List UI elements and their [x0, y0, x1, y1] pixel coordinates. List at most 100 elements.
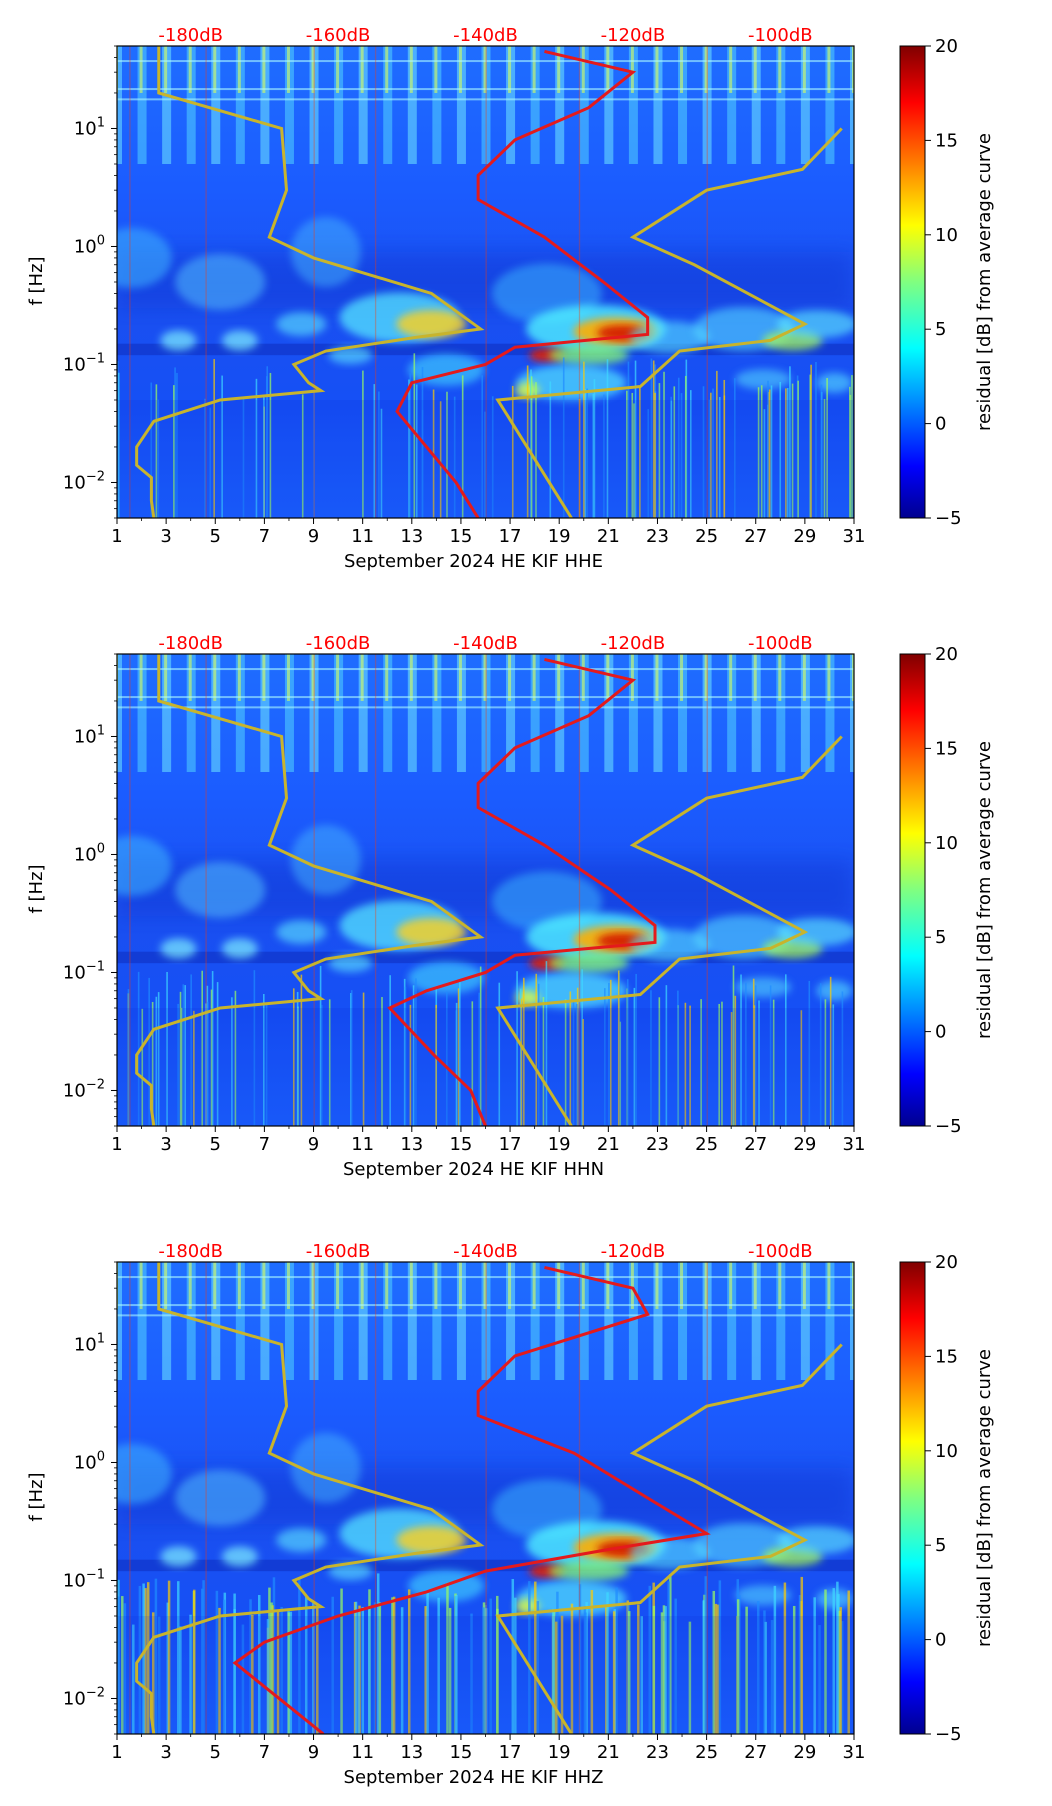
y-tick-exponent: 0	[97, 233, 105, 248]
daily-noise-column	[137, 1262, 147, 1380]
transient-spike	[663, 371, 665, 518]
tonal-line	[117, 98, 854, 101]
transient-spike	[634, 360, 637, 518]
daily-noise-column	[678, 46, 688, 164]
daily-noise-column	[506, 46, 516, 164]
db-scale-label: -100dB	[748, 633, 813, 654]
transient-spike	[331, 1596, 334, 1734]
transient-spike	[528, 1581, 531, 1734]
spectrogram-area	[117, 654, 854, 1126]
daily-noise-column	[850, 46, 854, 164]
daily-noise-column	[776, 1262, 786, 1380]
colorbar-tick-label: 20	[935, 36, 958, 57]
transient-spike	[818, 1625, 821, 1734]
transient-spike	[808, 980, 811, 1126]
transient-spike	[482, 1607, 485, 1734]
transient-spike	[670, 400, 673, 518]
transient-spike	[851, 375, 853, 518]
x-tick-label: 15	[449, 1742, 472, 1763]
daily-noise-column	[334, 1262, 344, 1380]
daily-noise-column	[358, 46, 368, 164]
transient-spike	[815, 361, 817, 518]
y-tick-base: 10	[74, 236, 97, 257]
transient-spike	[207, 1001, 209, 1126]
daily-noise-peak	[778, 46, 782, 93]
daily-noise-peak	[729, 1262, 733, 1309]
y-tick-label: 101	[74, 1331, 105, 1355]
transient-spike	[660, 1612, 664, 1734]
transient-spike	[829, 976, 832, 1126]
daily-noise-peak	[704, 654, 708, 701]
transient-spike	[190, 974, 192, 1126]
transient-spike	[177, 1003, 179, 1126]
x-tick-label: 17	[499, 526, 522, 547]
transient-spike	[408, 379, 410, 518]
transient-spike	[665, 985, 668, 1126]
daily-noise-column	[850, 1262, 854, 1380]
transient-spike	[484, 1608, 488, 1734]
daily-noise-peak	[827, 1262, 831, 1309]
daily-noise-column	[162, 1262, 172, 1380]
db-scale-label: -100dB	[748, 25, 813, 46]
transient-spike	[824, 999, 827, 1126]
daily-noise-column	[284, 1262, 294, 1380]
transient-spike	[376, 1573, 380, 1734]
colorbar-label: residual [dB] from average curve	[974, 133, 995, 431]
transient-spike	[137, 971, 140, 1126]
transient-spike	[736, 1599, 740, 1734]
daily-noise-peak	[262, 1262, 266, 1309]
average-psd-curve	[387, 657, 657, 1126]
daily-noise-peak	[655, 46, 659, 93]
x-tick-label: 3	[160, 1134, 171, 1155]
transient-spike	[677, 990, 679, 1126]
daily-noise-column	[751, 1262, 761, 1380]
transient-spike	[700, 999, 702, 1126]
microseism-patch	[117, 835, 172, 896]
x-tick-label: 13	[400, 1742, 423, 1763]
transient-spike	[535, 973, 538, 1126]
microseism-patch	[629, 321, 710, 354]
daily-noise-column	[260, 46, 270, 164]
transient-spike	[177, 1581, 180, 1734]
daily-noise-column	[702, 1262, 712, 1380]
x-tick-label: 29	[793, 1742, 816, 1763]
microseism-patch	[160, 1546, 197, 1567]
transient-spike	[754, 985, 757, 1126]
transient-spike	[609, 979, 612, 1126]
transient-spike	[680, 393, 683, 518]
transient-spike	[837, 1594, 840, 1734]
daily-noise-column	[407, 1262, 417, 1380]
daily-noise-peak	[458, 654, 462, 701]
transient-spike	[757, 387, 760, 518]
daily-noise-column	[604, 654, 614, 772]
daily-noise-peak	[557, 46, 561, 93]
transient-spike	[391, 1597, 394, 1734]
transient-spike	[300, 974, 303, 1126]
microseism-patch	[629, 1537, 710, 1570]
event-line	[485, 1262, 487, 1734]
transient-spike	[461, 375, 464, 518]
daily-noise-column	[383, 1262, 393, 1380]
transient-spike	[841, 991, 844, 1126]
y-axis-label: f [Hz]	[26, 1472, 47, 1521]
transient-spike	[205, 1003, 207, 1126]
x-tick-label: 31	[843, 526, 866, 547]
transient-spike	[123, 1603, 127, 1734]
transient-spike	[791, 383, 794, 518]
daily-noise-column	[825, 654, 835, 772]
transient-spike	[648, 1585, 651, 1734]
transient-spike	[800, 1576, 804, 1734]
transient-spike	[166, 1602, 170, 1734]
db-scale-label: -140dB	[453, 25, 518, 46]
event-line	[374, 1262, 377, 1734]
transient-spike	[849, 386, 851, 518]
transient-spike	[718, 1580, 722, 1734]
daily-noise-column	[309, 1262, 319, 1380]
daily-noise-column	[800, 46, 810, 164]
daily-noise-column	[309, 654, 319, 772]
event-line	[313, 1262, 315, 1734]
microseism-patch	[816, 980, 853, 1001]
transient-spike	[211, 971, 214, 1126]
daily-noise-column	[751, 654, 761, 772]
